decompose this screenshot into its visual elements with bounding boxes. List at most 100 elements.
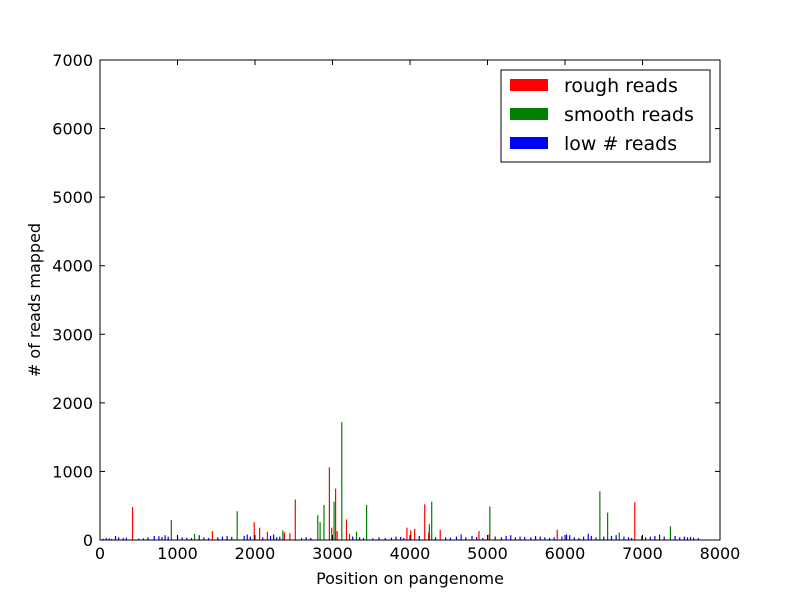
bar-smooth-17 <box>669 526 671 540</box>
bar-low-52 <box>455 536 458 540</box>
bar-low-15 <box>167 536 169 540</box>
bar-smooth-11 <box>428 524 430 540</box>
bar-low-31 <box>269 535 272 540</box>
bar-smooth-3 <box>282 530 284 540</box>
bar-low-71 <box>561 536 563 540</box>
bar-low-54 <box>465 537 467 540</box>
bar-rough-3 <box>259 527 261 540</box>
bar-low-29 <box>249 536 251 540</box>
bar-low-11 <box>153 535 155 540</box>
bar-rough-9 <box>331 527 333 540</box>
bar-smooth-9 <box>355 531 358 540</box>
bar-low-77 <box>587 533 589 540</box>
y-tick-label-0: 0 <box>83 531 93 550</box>
bar-smooth-1 <box>193 533 196 540</box>
bar-low-95 <box>689 536 692 540</box>
bar-low-46 <box>400 536 402 540</box>
x-tick-label-7: 7000 <box>622 544 663 563</box>
bar-rough-11 <box>336 531 338 540</box>
bar-low-4 <box>114 535 117 540</box>
bar-smooth-8 <box>341 422 343 540</box>
bar-low-35 <box>300 537 303 540</box>
bar-low-91 <box>674 535 676 540</box>
bar-low-58 <box>494 536 496 540</box>
bar-rough-17 <box>424 504 426 540</box>
legend-label-smooth: smooth reads <box>564 104 694 126</box>
x-tick-label-1: 1000 <box>157 544 198 563</box>
legend-label-rough: rough reads <box>564 75 678 97</box>
bar-low-80 <box>603 536 605 540</box>
bar-low-36 <box>305 537 307 540</box>
bar-low-9 <box>142 538 144 540</box>
bar-low-68 <box>544 537 546 540</box>
bar-low-93 <box>683 536 685 540</box>
bar-low-3 <box>111 538 113 540</box>
bar-low-96 <box>693 537 695 540</box>
bar-low-12 <box>158 536 160 540</box>
x-tick-label-5: 5000 <box>467 544 508 563</box>
x-axis-label: Position on pangenome <box>316 569 504 588</box>
bar-rough-4 <box>266 531 268 540</box>
bar-low-51 <box>449 537 451 540</box>
bar-low-59 <box>500 537 503 540</box>
bar-low-25 <box>226 535 228 540</box>
bar-rough-12 <box>345 519 348 540</box>
bar-rough-6 <box>289 533 291 540</box>
x-tick-label-8: 8000 <box>700 544 741 563</box>
x-tick-label-4: 4000 <box>390 544 431 563</box>
bar-low-14 <box>164 535 166 540</box>
bar-low-70 <box>553 537 555 540</box>
bar-smooth-13 <box>489 506 491 540</box>
bar-low-87 <box>649 536 651 540</box>
bar-low-1 <box>105 537 107 540</box>
bar-rough-7 <box>294 499 296 540</box>
bar-smooth-16 <box>618 532 620 540</box>
bar-low-57 <box>482 537 484 540</box>
bar-low-0 <box>102 538 104 540</box>
bar-smooth-5 <box>319 522 321 540</box>
bar-rough-14 <box>406 527 408 540</box>
x-tick-label-2: 2000 <box>235 544 276 563</box>
bar-rough-20 <box>478 531 480 540</box>
bar-low-17 <box>181 537 183 540</box>
bar-low-44 <box>390 537 392 540</box>
bar-low-43 <box>384 537 386 540</box>
bar-low-40 <box>362 537 365 540</box>
legend-label-low: low # reads <box>564 133 677 155</box>
y-tick-label-1: 1000 <box>52 462 93 481</box>
x-tick-label-3: 3000 <box>312 544 353 563</box>
bar-low-21 <box>203 537 205 540</box>
x-tick-label-6: 6000 <box>545 544 586 563</box>
bar-low-62 <box>514 537 516 540</box>
bar-low-65 <box>530 537 532 540</box>
bar-low-5 <box>118 537 120 540</box>
bar-low-74 <box>573 537 575 540</box>
bar-low-45 <box>395 536 397 540</box>
bar-low-27 <box>243 535 245 540</box>
bar-low-34 <box>279 536 281 540</box>
bar-rough-22 <box>556 529 558 540</box>
bar-rough-16 <box>414 529 416 540</box>
bar-low-42 <box>378 537 380 540</box>
bar-rough-2 <box>253 522 255 540</box>
bar-low-83 <box>623 536 625 540</box>
bar-low-8 <box>138 538 140 540</box>
bar-smooth-6 <box>323 505 325 540</box>
y-tick-label-3: 3000 <box>52 325 93 344</box>
bar-low-13 <box>161 536 163 540</box>
bar-smooth-12 <box>431 501 433 540</box>
bar-smooth-15 <box>607 512 609 540</box>
bar-low-53 <box>460 534 462 540</box>
bar-low-10 <box>147 537 149 540</box>
bar-low-69 <box>548 537 551 540</box>
bar-low-23 <box>217 537 219 540</box>
bar-low-94 <box>686 537 689 540</box>
y-tick-label-5: 5000 <box>52 188 93 207</box>
bar-rough-13 <box>348 533 351 540</box>
bar-low-85 <box>631 537 633 540</box>
bar-low-67 <box>539 536 541 540</box>
bar-low-19 <box>190 537 193 540</box>
bar-smooth-2 <box>236 511 238 540</box>
bar-smooth-4 <box>317 515 319 540</box>
